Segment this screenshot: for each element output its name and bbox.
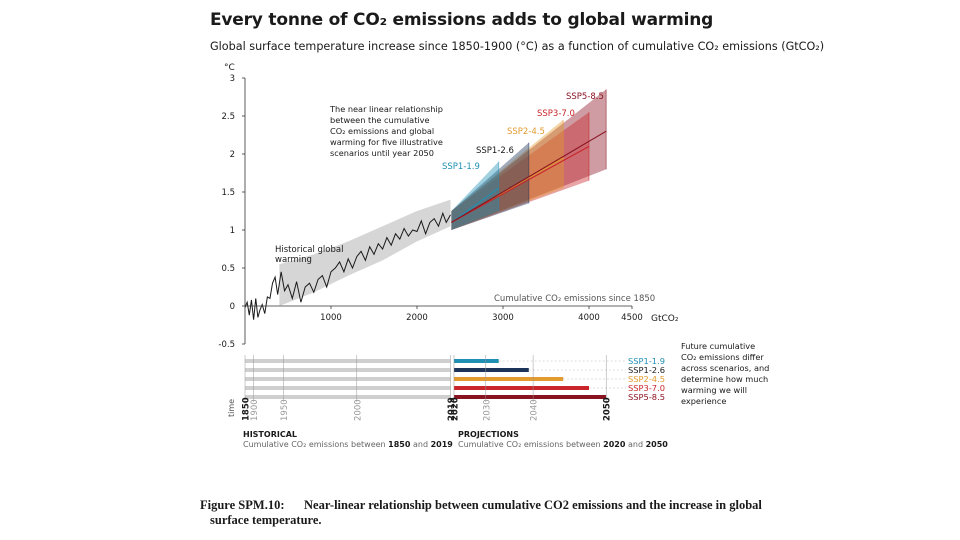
- chart-axes: [244, 78, 632, 344]
- chart-label-ssp1-1-9: SSP1-1.9: [442, 162, 480, 172]
- timeline-year-label: 1950: [280, 399, 290, 421]
- timeline-bar-ssp1-1-9: [453, 359, 499, 363]
- scenario-median-lines: [451, 130, 607, 223]
- caption-text-1: Near-linear relationship between cumulat…: [304, 498, 762, 512]
- future-line-1: Future cumulative: [681, 341, 755, 351]
- caption-text-2: surface temperature.: [210, 513, 322, 527]
- x-tick-label: 3000: [492, 313, 514, 323]
- timeline-historical-bar: [245, 377, 451, 381]
- historical-band: [279, 199, 451, 306]
- chart-label-ssp2-4-5: SSP2-4.5: [507, 127, 545, 137]
- projections-text: Cumulative CO₂ emissions between 2020 an…: [458, 440, 668, 449]
- axis-y-unit: °C: [224, 63, 235, 73]
- timeline-year-label: 1850: [242, 397, 252, 421]
- timeline-bar-ssp5-8-5: [453, 395, 607, 399]
- projections-head: PROJECTIONS: [458, 430, 519, 439]
- near-linear-annotation: The near linear relationship between the…: [329, 104, 443, 158]
- historical-line-1: Historical global: [275, 245, 343, 255]
- y-tick-label: 2: [230, 150, 235, 160]
- fan-ssp3-7-0: [451, 112, 589, 230]
- timeline-year-label: 2030: [482, 399, 492, 421]
- timeline-year-label: 2050: [603, 397, 613, 421]
- y-tick-label: 0.5: [221, 264, 235, 274]
- future-annotation: Future cumulative CO₂ emissions differ a…: [681, 341, 769, 406]
- near-linear-line-4: warming for five illustrative: [330, 137, 443, 147]
- future-line-2: CO₂ emissions differ: [681, 352, 764, 362]
- future-line-3: across scenarios, and: [681, 363, 769, 373]
- y-tick-label: 1.5: [221, 188, 235, 198]
- timeline-label-ssp3-7-0: SSP3-7.0: [628, 383, 665, 393]
- y-tick-label: 0: [230, 302, 235, 312]
- y-tick-label: 2.5: [221, 112, 235, 122]
- timeline-axis-label: time: [227, 399, 236, 417]
- x-tick-label: 4000: [578, 313, 600, 323]
- timeline-label-ssp5-8-5: SSP5-8.5: [628, 392, 665, 402]
- y-tick-label: 1: [230, 226, 235, 236]
- projections-legend: PROJECTIONS Cumulative CO₂ emissions bet…: [458, 430, 668, 449]
- future-line-4: determine how much: [681, 374, 768, 384]
- timeline-year-label: 2000: [353, 399, 363, 421]
- page-subtitle: Global surface temperature increase sinc…: [210, 40, 825, 53]
- scenario-labels: SSP1-1.9 SSP1-2.6 SSP2-4.5 SSP3-7.0 SSP5-8.5: [442, 92, 604, 172]
- timeline-historical-bar: [245, 359, 451, 363]
- historical-series: [244, 211, 451, 320]
- historical-annotation: Historical global warming: [275, 245, 343, 265]
- chart-label-ssp1-2-6: SSP1-2.6: [476, 146, 514, 156]
- near-linear-line-1: The near linear relationship: [329, 104, 443, 114]
- x-tick-label: 1000: [320, 313, 342, 323]
- historical-text: Cumulative CO₂ emissions between 1850 an…: [243, 440, 453, 449]
- x-tick-label: 2000: [406, 313, 428, 323]
- timeline-label-ssp1-1-9: SSP1-1.9: [628, 356, 665, 366]
- figure-caption: Figure SPM.10: Near-linear relationship b…: [200, 498, 780, 528]
- timeline-label-ssp1-2-6: SSP1-2.6: [628, 365, 665, 375]
- median-ssp5-8-5: [451, 130, 607, 223]
- chart-label-ssp5-8-5: SSP5-8.5: [566, 92, 604, 102]
- timeline-historical-bar: [245, 395, 451, 399]
- caption-line-1: Figure SPM.10: Near-linear relationship b…: [200, 498, 780, 513]
- historical-line-2: warming: [275, 255, 312, 265]
- timeline-bar-ssp1-2-6: [453, 368, 529, 372]
- future-line-5: warming we will: [681, 385, 747, 395]
- historical-legend: HISTORICAL Cumulative CO₂ emissions betw…: [243, 430, 453, 449]
- timeline-historical-bar: [245, 386, 451, 390]
- caption-label: Figure SPM.10:: [200, 498, 285, 512]
- historical-head: HISTORICAL: [243, 430, 297, 439]
- y-tick-label: -0.5: [218, 340, 235, 350]
- historical-uncertainty-band: [279, 199, 451, 306]
- y-tick-label: 3: [230, 74, 235, 84]
- timeline-historical-bar: [245, 368, 451, 372]
- timeline-year-label: 2019: [447, 397, 457, 421]
- timeline-label-ssp2-4-5: SSP2-4.5: [628, 374, 665, 384]
- timeline-bar-ssp2-4-5: [453, 377, 564, 381]
- near-linear-line-5: scenarios until year 2050: [330, 148, 434, 158]
- x-axis-note: Cumulative CO₂ emissions since 1850: [494, 294, 655, 304]
- axis-x-unit: GtCO₂: [651, 314, 679, 324]
- timeline-year-label: 1900: [250, 399, 260, 421]
- timeline-bar-ssp3-7-0: [453, 386, 589, 390]
- future-line-6: experience: [681, 396, 726, 406]
- timeline-year-label: 2020: [450, 397, 460, 421]
- historical-line: [244, 211, 451, 320]
- near-linear-line-3: CO₂ emissions and global: [330, 126, 434, 136]
- timeline-year-label: 2040: [530, 399, 540, 421]
- median-ssp3-7-0: [451, 145, 590, 223]
- x-tick-label: 4500: [621, 313, 643, 323]
- near-linear-line-2: between the cumulative: [330, 115, 430, 125]
- fan-ssp1-1-9: [451, 161, 499, 230]
- chart-label-ssp3-7-0: SSP3-7.0: [537, 109, 575, 119]
- median-ssp1-1-9: [451, 187, 500, 223]
- axis-ticks: -0.5 0 0.5 1 1.5 2 2.5 3 1000 2000 3000 4000 4500: [218, 74, 642, 350]
- page-title: Every tonne of CO₂ emissions adds to glo…: [210, 10, 714, 30]
